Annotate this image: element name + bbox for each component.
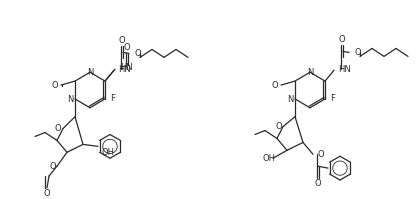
Text: HN: HN — [338, 65, 351, 74]
Text: HN: HN — [120, 63, 133, 72]
Text: HN: HN — [118, 65, 131, 74]
Text: O: O — [276, 122, 282, 131]
Text: O: O — [354, 48, 361, 57]
Text: O: O — [317, 150, 323, 159]
Text: O: O — [52, 81, 58, 90]
Text: N: N — [67, 95, 73, 104]
Text: O: O — [315, 179, 321, 188]
Text: F: F — [331, 94, 336, 103]
Text: N: N — [287, 95, 293, 104]
Text: O: O — [124, 43, 130, 52]
Text: O: O — [44, 189, 50, 198]
Text: O: O — [50, 162, 56, 171]
Text: F: F — [111, 94, 116, 103]
Text: O: O — [272, 81, 278, 90]
Text: O: O — [119, 36, 125, 45]
Text: O: O — [134, 49, 141, 58]
Text: OH: OH — [101, 148, 114, 157]
Text: O: O — [339, 35, 345, 44]
Text: N: N — [87, 68, 93, 77]
Text: N: N — [307, 68, 313, 77]
Text: O: O — [55, 124, 61, 133]
Text: OH: OH — [262, 154, 276, 163]
